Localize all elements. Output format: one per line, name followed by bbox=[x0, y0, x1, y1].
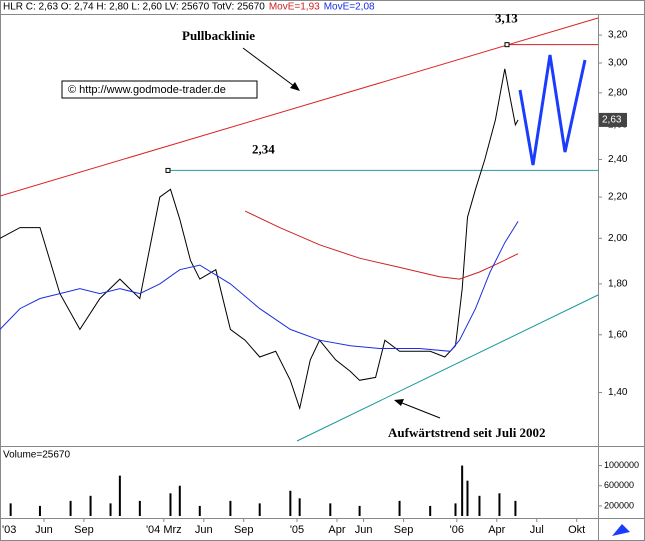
y-tick-label: 200000 bbox=[604, 500, 634, 510]
pullback-line bbox=[0, 17, 599, 197]
x-tick-label: Jun bbox=[35, 524, 53, 536]
volume-bar bbox=[358, 505, 361, 516]
x-tick-label: Apr bbox=[488, 524, 505, 536]
volume-bar bbox=[169, 493, 172, 516]
last-price-label: 2,63 bbox=[602, 115, 622, 126]
header: HLR C: 2,63 O: 2,74 H: 2,80 L: 2,60 LV: … bbox=[3, 2, 375, 13]
x-tick-label: '03 bbox=[2, 524, 16, 536]
volume-bar bbox=[454, 503, 457, 516]
volume-bar bbox=[429, 505, 432, 516]
x-tick-label: Sep bbox=[394, 524, 414, 536]
level-label: 2,34 bbox=[252, 141, 275, 156]
y-tick-label: 1,60 bbox=[608, 329, 628, 340]
arrowhead bbox=[290, 82, 300, 91]
x-tick-label: Sep bbox=[74, 524, 94, 536]
volume-bar bbox=[466, 480, 469, 516]
header-text: HLR C: 2,63 O: 2,74 H: 2,80 L: 2,60 LV: … bbox=[3, 2, 265, 13]
volume-bar bbox=[514, 500, 517, 516]
chart-title: Volume=25670 bbox=[3, 450, 70, 461]
last-price-box bbox=[599, 112, 627, 127]
x-tick-label: Jun bbox=[355, 524, 373, 536]
arrow bbox=[242, 47, 299, 90]
x-tick-label: Sep bbox=[234, 524, 254, 536]
level-label: 3,13 bbox=[495, 11, 518, 26]
y-tick-label: 2,80 bbox=[608, 87, 628, 98]
x-tick-label: '06 bbox=[450, 524, 464, 536]
level-handle bbox=[504, 42, 510, 48]
icon bbox=[612, 524, 630, 536]
volume-bar bbox=[298, 498, 301, 516]
legend-entry: MovE=2,08 bbox=[324, 2, 375, 13]
volume-bar bbox=[229, 500, 232, 516]
volume-bar bbox=[461, 465, 464, 516]
volume-bar bbox=[118, 475, 121, 516]
volume-bar bbox=[38, 505, 41, 516]
x-tick-label: Apr bbox=[328, 524, 345, 536]
y-tick-label: 3,20 bbox=[608, 30, 628, 41]
arrowhead bbox=[394, 399, 404, 406]
annotation: Aufwärtstrend seit Juli 2002 bbox=[388, 425, 546, 440]
legend-entry: MovE=1,93 bbox=[269, 2, 320, 13]
volume-bar bbox=[69, 500, 72, 516]
x-tick-label: Jul bbox=[530, 524, 544, 536]
volume-bar bbox=[289, 490, 292, 516]
volume-bar bbox=[178, 485, 181, 516]
volume-bar bbox=[198, 505, 201, 516]
arrow bbox=[396, 400, 441, 419]
x-tick-label: '04 Mrz bbox=[146, 524, 182, 536]
y-tick-label: 3,00 bbox=[608, 58, 628, 69]
y-tick-label: 2,00 bbox=[608, 233, 628, 244]
projection bbox=[518, 54, 587, 166]
x-tick-label: Jun bbox=[195, 524, 213, 536]
volume-bar bbox=[498, 493, 501, 516]
volume-bar bbox=[398, 500, 401, 516]
volume-bar bbox=[258, 503, 261, 516]
copyright-box bbox=[61, 80, 258, 99]
volume-bar bbox=[329, 503, 332, 516]
x-tick-label: '05 bbox=[290, 524, 304, 536]
annotation: © http://www.godmode-trader.de bbox=[68, 84, 226, 96]
y-tick-label: 1,40 bbox=[608, 387, 628, 398]
x-tick-label: Okt bbox=[568, 524, 585, 536]
y-tick-label: 1000000 bbox=[604, 460, 639, 470]
volume-bar bbox=[89, 495, 92, 516]
volume-bar bbox=[109, 503, 112, 516]
moving-average bbox=[244, 210, 519, 280]
moving-average bbox=[0, 221, 519, 352]
y-tick-label: 2,20 bbox=[608, 192, 628, 203]
y-tick-label: 2,40 bbox=[608, 154, 628, 165]
annotation: Pullbacklinie bbox=[182, 28, 255, 43]
volume-bar bbox=[138, 500, 141, 516]
volume-bar bbox=[9, 503, 12, 516]
volume-bar bbox=[478, 495, 481, 516]
y-tick-label: 1,80 bbox=[608, 279, 628, 290]
uptrend-line bbox=[296, 294, 599, 442]
y-tick-label: 600000 bbox=[604, 480, 634, 490]
level-handle bbox=[165, 167, 171, 173]
